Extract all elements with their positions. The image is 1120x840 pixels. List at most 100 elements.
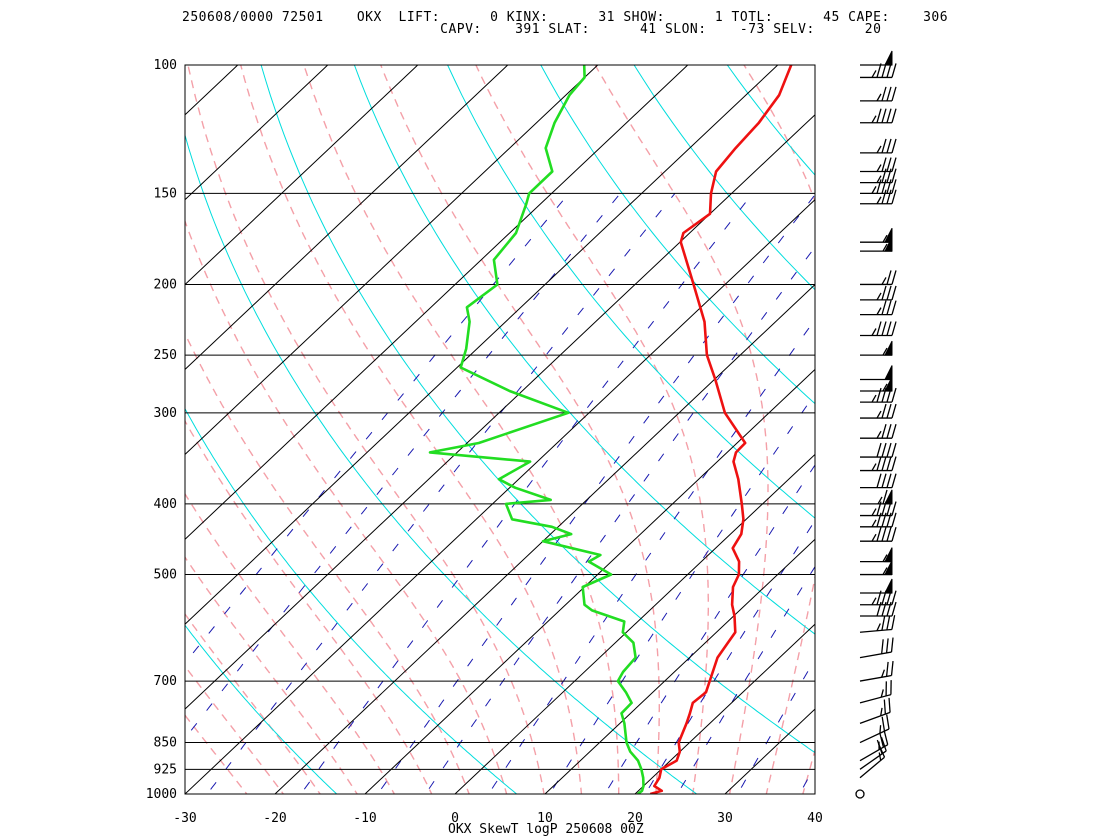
wind-barb-feather <box>876 292 882 301</box>
wind-barb-feather <box>881 157 887 172</box>
wind-barb-staff <box>859 728 890 744</box>
temperature-tick-label: 20 <box>627 811 643 826</box>
wind-barb-feather <box>891 601 897 617</box>
wind-barb <box>860 403 897 419</box>
pressure-tick-label: 500 <box>154 568 177 583</box>
wind-barb-feather <box>886 714 890 730</box>
wind-barb-feather <box>881 189 887 204</box>
wind-barb <box>859 660 894 682</box>
wind-barb-staff <box>859 750 887 770</box>
header-line-2: CAPV: 391 SLAT: 41 SLON: -73 SELV: 20 <box>182 22 882 37</box>
mixing-ratio-line <box>676 565 815 794</box>
wind-barb-feather <box>891 189 897 204</box>
moist-adiabat <box>185 665 285 794</box>
moist-adiabat <box>185 555 358 794</box>
wind-barb-feather <box>891 300 897 315</box>
dry-adiabat <box>992 49 1120 810</box>
dry-adiabat <box>260 65 815 754</box>
wind-barb-feather <box>881 138 887 154</box>
wind-barb-feather <box>880 707 883 716</box>
isotherm-line <box>634 623 815 794</box>
wind-barb-feather <box>886 300 892 315</box>
isotherm-line <box>274 283 815 794</box>
wind-barb-feather <box>885 661 889 677</box>
wind-barb-feather <box>886 321 892 336</box>
temperature-tick-label: 10 <box>537 811 553 826</box>
moist-adiabat <box>594 65 769 794</box>
isotherm-line <box>185 65 329 201</box>
wind-barb-pennant <box>884 365 893 380</box>
wind-barb-feather <box>882 383 888 392</box>
wind-barb-feather <box>891 157 897 172</box>
wind-barb-feather <box>891 63 897 78</box>
wind-barb-feather <box>876 410 882 419</box>
wind-barb-feather <box>881 300 887 315</box>
temperature-tick-label: -30 <box>173 811 196 826</box>
moist-adiabat <box>187 65 545 794</box>
wind-barb-feather <box>882 554 888 562</box>
mixing-ratio-line <box>799 764 815 794</box>
isotherm-line <box>364 368 815 794</box>
wind-barb-staff <box>859 711 891 724</box>
wind-barb-feather <box>881 716 886 732</box>
wind-barb <box>860 300 897 316</box>
wind-barb <box>859 680 892 704</box>
wind-barb-feather <box>891 527 897 542</box>
wind-barb-feather <box>886 403 892 419</box>
wind-barb <box>860 547 893 563</box>
isotherms <box>0 65 1120 794</box>
wind-barb-feather <box>891 512 897 527</box>
wind-barb-pennant <box>884 489 893 505</box>
isotherm-line <box>0 65 58 794</box>
wind-barb-staff <box>859 651 892 659</box>
wind-barb-feather <box>881 321 887 336</box>
wind-barb-feather <box>882 234 888 243</box>
moist-adiabat <box>185 492 396 794</box>
wind-barb-feather <box>876 739 883 755</box>
wind-barb-feather <box>871 597 877 606</box>
wind-barb-feather <box>886 615 891 631</box>
wind-barb <box>859 637 894 659</box>
moist-adiabat <box>802 747 815 794</box>
wind-barb-feather <box>886 473 892 488</box>
wind-barb-feather <box>881 63 887 78</box>
wind-barb-feather <box>882 489 888 505</box>
isotherm-line <box>185 65 599 456</box>
moist-adiabat <box>185 219 508 794</box>
wind-barb-feather <box>883 730 889 745</box>
wind-barb-feather <box>886 456 892 471</box>
wind-barb-feather <box>876 196 882 205</box>
wind-barb-feather <box>881 639 884 654</box>
mixing-ratio-line <box>377 193 815 794</box>
wind-barb-feather <box>879 732 885 748</box>
wind-barb-feather <box>876 145 882 154</box>
wind-barb-staff <box>859 628 892 633</box>
isotherm-line <box>814 793 815 794</box>
wind-barb-feather <box>891 473 897 488</box>
wind-barb-feather <box>881 615 886 631</box>
wind-barb <box>859 697 891 724</box>
moist-adiabat <box>185 612 321 794</box>
dry-adiabat <box>1084 49 1120 810</box>
wind-barb-feather <box>891 285 897 301</box>
temperature-tick-label: 0 <box>451 811 459 826</box>
wind-barb-pennant <box>884 340 893 356</box>
wind-barb-feather <box>871 186 877 194</box>
dry-adiabat <box>447 65 815 519</box>
isotherm-line <box>905 65 1120 794</box>
wind-barb-feather <box>886 442 892 458</box>
wind-barb <box>860 138 897 154</box>
wind-barb-feather <box>881 277 887 285</box>
wind-barb-feather <box>876 175 882 183</box>
dewpoint-profile <box>428 65 645 794</box>
pressure-tick-label: 700 <box>154 674 177 689</box>
wind-barb-feather <box>876 108 882 123</box>
wind-barb-feather <box>891 456 897 471</box>
wind-barb-feather <box>876 63 882 78</box>
temperature-tick-labels: -30 -20 -10 0 10 20 30 40 <box>173 811 823 826</box>
wind-barb-feather <box>891 270 897 285</box>
dry-adiabat <box>900 49 1120 810</box>
isotherm-line <box>185 65 779 625</box>
mixing-ratio-line <box>185 193 570 664</box>
isotherm-line <box>185 65 239 116</box>
